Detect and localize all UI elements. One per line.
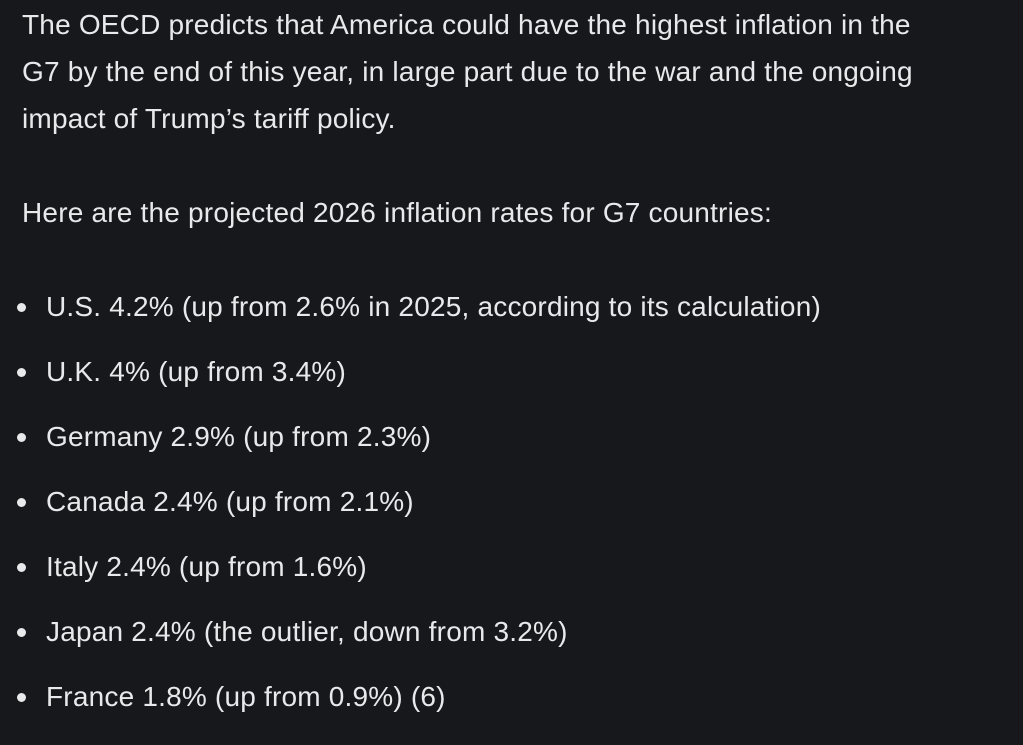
list-item-text: Germany 2.9% (up from 2.3%) [46, 421, 432, 452]
list-item-text: U.S. 4.2% (up from 2.6% in 2025, accordi… [46, 291, 822, 322]
intro-line: G7 by the end of this year, in large par… [22, 56, 913, 87]
list-intro-paragraph: Here are the projected 2026 inflation ra… [22, 197, 772, 228]
bullet-icon [17, 368, 26, 377]
bullet-icon [17, 433, 26, 442]
intro-line: The OECD predicts that America could hav… [22, 9, 911, 40]
intro-line: impact of Trump’s tariff policy. [22, 103, 396, 134]
list-item-text: France 1.8% (up from 0.9%) (6) [46, 681, 446, 712]
list-item-text: Japan 2.4% (the outlier, down from 3.2%) [46, 616, 568, 647]
bullet-icon [17, 498, 26, 507]
list-item-text: Italy 2.4% (up from 1.6%) [46, 551, 367, 582]
list-item-text: U.K. 4% (up from 3.4%) [46, 356, 347, 387]
bullet-icon [17, 628, 26, 637]
list-item-text: Canada 2.4% (up from 2.1%) [46, 486, 414, 517]
bullet-icon [17, 303, 26, 312]
bullet-icon [17, 563, 26, 572]
intro-paragraph: The OECD predicts that America could hav… [22, 1, 913, 142]
bullet-icon [17, 693, 26, 702]
